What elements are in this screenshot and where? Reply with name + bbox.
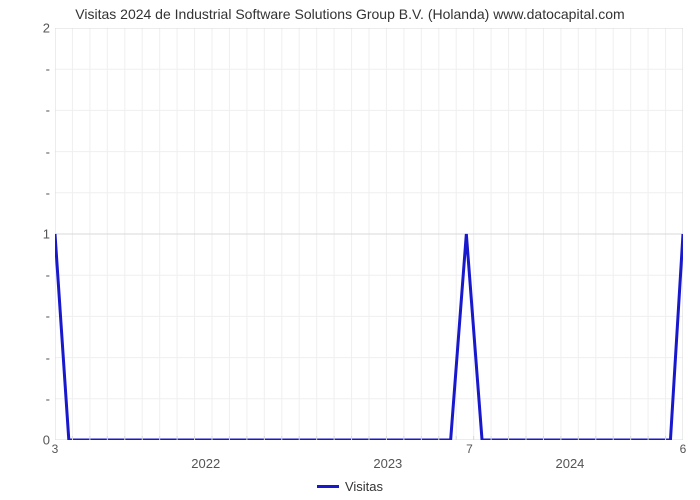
x-axis-category-label: 2024 <box>555 456 584 471</box>
chart-svg <box>55 28 683 440</box>
y-axis-minor-mark: - <box>10 391 50 406</box>
data-point-label: 7 <box>466 442 473 456</box>
data-point-label: 6 <box>680 442 687 456</box>
y-axis-minor-mark: - <box>10 309 50 324</box>
y-axis-tick-label: 2 <box>10 21 50 36</box>
y-axis-minor-mark: - <box>10 103 50 118</box>
y-axis-minor-mark: - <box>10 62 50 77</box>
y-axis-minor-mark: - <box>10 268 50 283</box>
chart-title: Visitas 2024 de Industrial Software Solu… <box>0 6 700 22</box>
chart-container: Visitas 2024 de Industrial Software Solu… <box>0 0 700 500</box>
x-axis-category-label: 2023 <box>373 456 402 471</box>
y-axis-minor-mark: - <box>10 185 50 200</box>
legend-swatch <box>317 485 339 488</box>
y-axis-tick-label: 0 <box>10 433 50 448</box>
plot-area <box>55 28 683 440</box>
legend-label: Visitas <box>345 479 383 494</box>
y-axis-tick-label: 1 <box>10 227 50 242</box>
y-axis-minor-mark: - <box>10 350 50 365</box>
data-point-label: 3 <box>52 442 59 456</box>
x-axis-category-label: 2022 <box>191 456 220 471</box>
legend: Visitas <box>0 479 700 494</box>
y-axis-minor-mark: - <box>10 144 50 159</box>
